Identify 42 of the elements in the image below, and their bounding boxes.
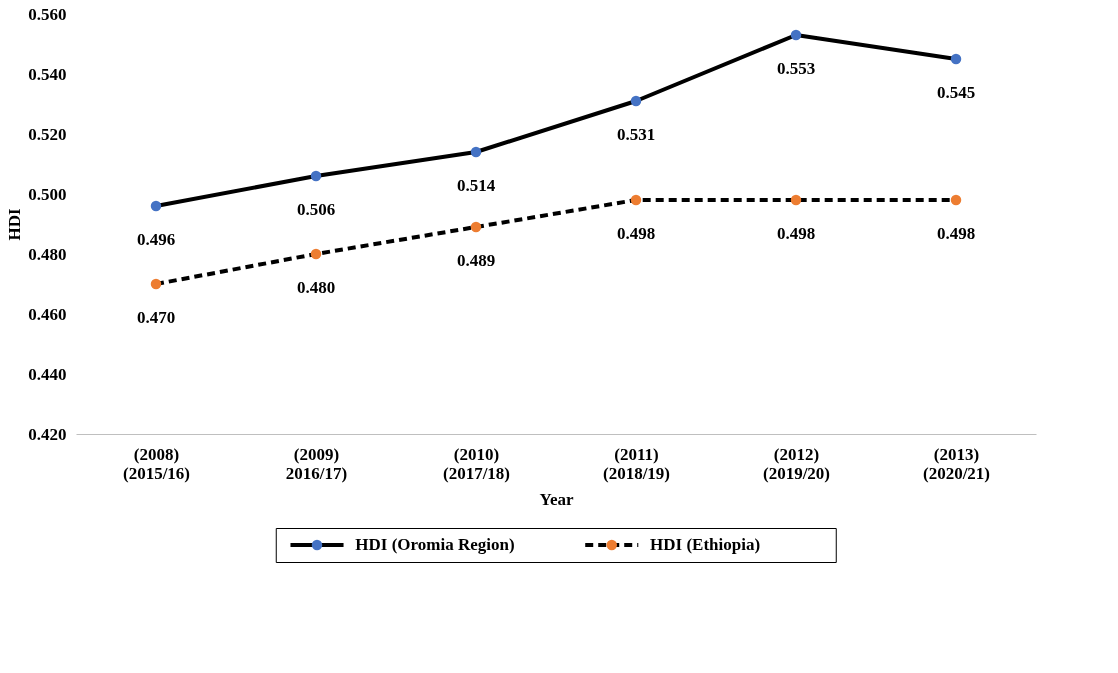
point — [470, 146, 482, 158]
point — [790, 29, 802, 41]
y-tick-label: 0.460 — [28, 304, 67, 324]
data-label: 0.489 — [456, 251, 496, 270]
legend-label: HDI (Ethiopia) — [650, 535, 761, 554]
data-label: 0.506 — [296, 200, 336, 219]
y-tick-label: 0.520 — [28, 124, 67, 144]
point — [950, 194, 962, 206]
y-tick-label: 0.560 — [28, 4, 67, 24]
data-label: 0.470 — [136, 308, 176, 327]
point — [630, 194, 642, 206]
y-tick-label: 0.420 — [28, 424, 67, 444]
point — [310, 170, 322, 182]
data-label: 0.498 — [776, 224, 816, 243]
y-axis-title: HDI — [5, 208, 25, 241]
x-tick-label: (2012) (2019/20) — [762, 444, 831, 483]
data-label: 0.480 — [296, 278, 336, 297]
point — [150, 278, 162, 290]
y-tick-label: 0.480 — [28, 244, 67, 264]
data-label: 0.553 — [776, 59, 816, 78]
legend-label: HDI (Oromia Region) — [355, 535, 515, 554]
point — [950, 53, 962, 65]
point — [150, 200, 162, 212]
x-axis-title: Year — [539, 489, 574, 509]
x-tick-label: (2009) 2016/17) — [285, 444, 348, 483]
data-label: 0.531 — [616, 125, 656, 144]
data-label: 0.496 — [136, 230, 176, 249]
point — [630, 95, 642, 107]
point — [470, 221, 482, 233]
x-tick-label: (2013) (2020/21) — [922, 444, 991, 483]
point — [790, 194, 802, 206]
point — [310, 248, 322, 260]
data-label: 0.545 — [936, 83, 976, 102]
x-tick-label: (2010) (2017/18) — [442, 444, 511, 483]
data-label: 0.498 — [616, 224, 656, 243]
data-label: 0.498 — [936, 224, 976, 243]
y-tick-label: 0.540 — [28, 64, 67, 84]
y-tick-label: 0.500 — [28, 184, 67, 204]
x-tick-label: (2008) (2015/16) — [122, 444, 191, 483]
x-tick-label: (2011) (2018/19) — [602, 444, 671, 483]
y-tick-label: 0.440 — [28, 364, 67, 384]
data-label: 0.514 — [456, 176, 496, 195]
